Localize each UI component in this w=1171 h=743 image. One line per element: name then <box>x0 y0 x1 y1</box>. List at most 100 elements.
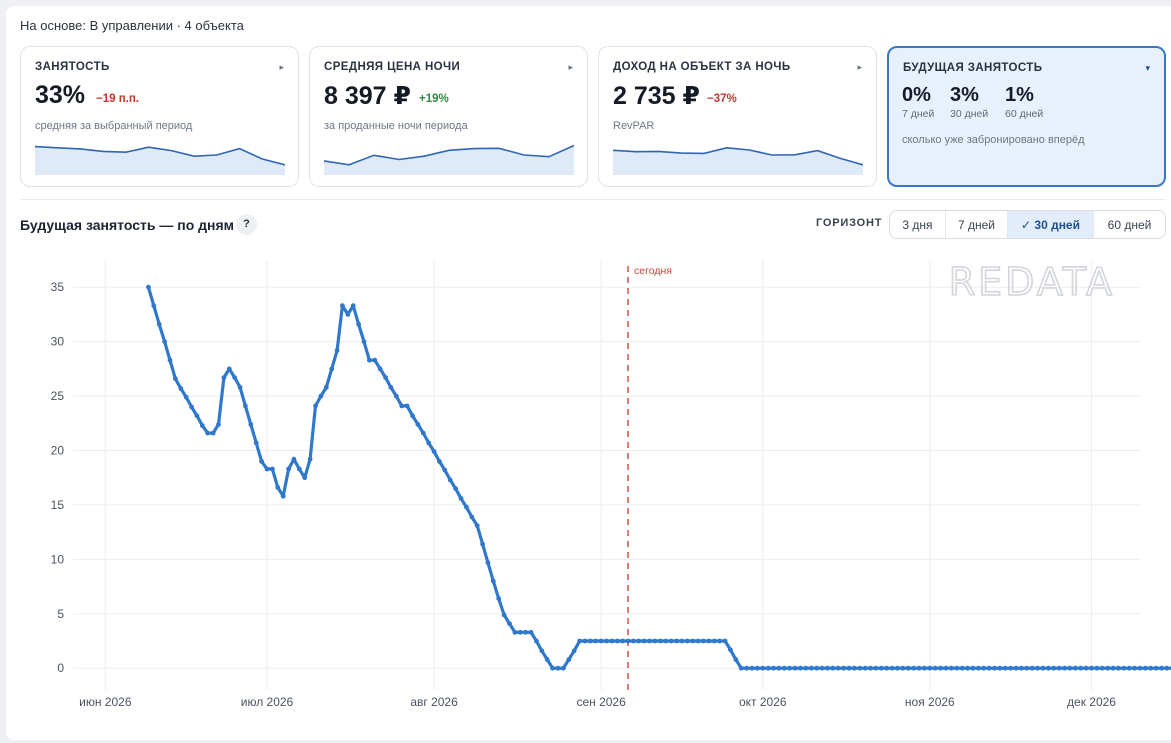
data-point[interactable] <box>367 357 372 363</box>
data-point[interactable] <box>345 312 351 317</box>
data-point[interactable] <box>609 638 615 644</box>
data-point[interactable] <box>1067 665 1073 671</box>
data-point[interactable] <box>803 665 809 671</box>
horizon-option-7[interactable]: 7 дней <box>946 211 1008 238</box>
data-point[interactable] <box>808 665 814 671</box>
data-point[interactable] <box>458 496 464 501</box>
data-point[interactable] <box>830 665 836 671</box>
data-point[interactable] <box>695 638 701 644</box>
data-point[interactable] <box>350 303 356 309</box>
data-point[interactable] <box>862 665 868 671</box>
data-point[interactable] <box>550 665 555 671</box>
data-point[interactable] <box>167 357 173 363</box>
data-point[interactable] <box>717 638 723 644</box>
data-point[interactable] <box>911 665 917 671</box>
data-point[interactable] <box>604 638 609 644</box>
data-point[interactable] <box>819 665 825 671</box>
horizon-option-30[interactable]: ✓ 30 дней <box>1008 211 1094 238</box>
data-point[interactable] <box>1056 665 1062 671</box>
data-point[interactable] <box>259 459 264 464</box>
data-point[interactable] <box>286 466 291 472</box>
data-point[interactable] <box>814 665 820 671</box>
data-point[interactable] <box>711 638 717 644</box>
data-point[interactable] <box>625 638 631 644</box>
data-point[interactable] <box>442 467 448 473</box>
data-point[interactable] <box>798 665 803 671</box>
data-point[interactable] <box>582 638 588 644</box>
data-point[interactable] <box>210 430 216 436</box>
data-point[interactable] <box>905 665 911 671</box>
data-point[interactable] <box>1035 665 1040 671</box>
data-point[interactable] <box>415 422 421 427</box>
data-point[interactable] <box>949 665 954 671</box>
data-point[interactable] <box>270 466 275 472</box>
data-point[interactable] <box>447 477 453 483</box>
data-point[interactable] <box>221 375 227 380</box>
data-point[interactable] <box>420 430 426 436</box>
data-point[interactable] <box>464 504 469 510</box>
data-point[interactable] <box>938 665 943 671</box>
data-point[interactable] <box>722 638 728 644</box>
data-point[interactable] <box>749 665 755 671</box>
data-point[interactable] <box>189 404 195 410</box>
data-point[interactable] <box>253 440 259 446</box>
data-point[interactable] <box>534 638 539 644</box>
data-point[interactable] <box>647 638 652 644</box>
data-point[interactable] <box>410 413 415 419</box>
data-point[interactable] <box>485 560 491 565</box>
data-point[interactable] <box>959 665 965 671</box>
data-point[interactable] <box>1008 665 1014 671</box>
data-point[interactable] <box>965 665 970 671</box>
data-point[interactable] <box>781 665 787 671</box>
data-point[interactable] <box>275 485 281 490</box>
data-point[interactable] <box>889 665 895 671</box>
data-point[interactable] <box>232 375 238 380</box>
data-point[interactable] <box>1116 665 1121 671</box>
data-point[interactable] <box>216 422 221 427</box>
data-point[interactable] <box>1040 665 1046 671</box>
data-point[interactable] <box>183 394 189 400</box>
data-point[interactable] <box>431 449 437 454</box>
data-point[interactable] <box>895 665 900 671</box>
data-point[interactable] <box>393 393 399 399</box>
data-point[interactable] <box>631 638 636 644</box>
data-point[interactable] <box>1072 665 1078 671</box>
kpi-card-avg-price[interactable]: СРЕДНЯЯ ЦЕНА НОЧИ ▸ 8 397 ₽ +19% за прод… <box>309 46 588 187</box>
data-point[interactable] <box>857 665 863 671</box>
data-point[interactable] <box>728 647 733 653</box>
data-point[interactable] <box>539 648 545 654</box>
collapse-arrow-icon[interactable]: ▾ <box>1145 63 1150 73</box>
data-point[interactable] <box>878 665 884 671</box>
data-point[interactable] <box>841 665 846 671</box>
data-point[interactable] <box>668 638 674 644</box>
expand-arrow-icon[interactable]: ▸ <box>279 62 284 72</box>
data-point[interactable] <box>738 665 744 671</box>
data-point[interactable] <box>1148 665 1154 671</box>
data-point[interactable] <box>835 665 841 671</box>
data-point[interactable] <box>313 403 318 409</box>
data-point[interactable] <box>598 638 604 644</box>
data-point[interactable] <box>555 665 561 671</box>
data-point[interactable] <box>173 376 178 382</box>
data-point[interactable] <box>765 665 771 671</box>
data-point[interactable] <box>544 657 550 662</box>
data-point[interactable] <box>156 321 162 327</box>
data-point[interactable] <box>771 665 776 671</box>
data-point[interactable] <box>733 657 739 662</box>
data-point[interactable] <box>744 665 749 671</box>
horizon-option-3[interactable]: 3 дня <box>890 211 946 238</box>
data-point[interactable] <box>846 665 852 671</box>
data-point[interactable] <box>1132 665 1137 671</box>
data-point[interactable] <box>243 403 248 409</box>
data-point[interactable] <box>561 665 566 671</box>
data-point[interactable] <box>248 422 254 427</box>
data-point[interactable] <box>900 665 906 671</box>
data-point[interactable] <box>194 413 200 419</box>
data-point[interactable] <box>237 385 243 390</box>
data-point[interactable] <box>296 466 302 472</box>
data-point[interactable] <box>528 629 534 635</box>
data-point[interactable] <box>620 638 626 644</box>
data-point[interactable] <box>1019 665 1024 671</box>
data-point[interactable] <box>329 366 335 372</box>
data-point[interactable] <box>1099 665 1105 671</box>
